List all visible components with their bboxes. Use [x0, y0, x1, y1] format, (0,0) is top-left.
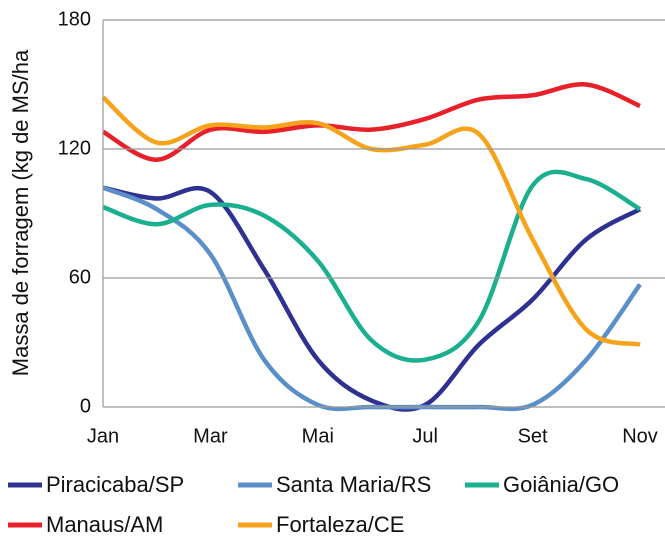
y-tick-label: 60 [69, 266, 91, 288]
x-tick-label: Set [518, 425, 548, 447]
legend-label: Piracicaba/SP [46, 472, 184, 497]
x-tick-label: Mai [302, 425, 334, 447]
y-tick-label: 0 [80, 395, 91, 417]
series-line [102, 185, 642, 412]
series-line [102, 169, 642, 363]
plot-area [101, 82, 642, 412]
legend-label: Fortaleza/CE [276, 512, 404, 537]
x-tick-label: Mar [193, 425, 228, 447]
y-axis-label: Massa de forragem (kg de MS/ha [8, 49, 33, 376]
y-tick-label: 180 [58, 8, 91, 30]
x-tick-label: Jan [87, 425, 119, 447]
x-tick-label: Nov [622, 425, 658, 447]
series-line [102, 185, 642, 412]
legend-label: Goiânia/GO [503, 472, 619, 497]
legend: Piracicaba/SP Santa Maria/RS Goiânia/GO Man… [8, 472, 619, 537]
series-line [101, 82, 641, 163]
y-tick-label: 120 [58, 137, 91, 159]
legend-label: Santa Maria/RS [276, 472, 431, 497]
series-line [101, 95, 641, 347]
legend-label: Manaus/AM [46, 512, 163, 537]
x-tick-label: Jul [412, 425, 438, 447]
